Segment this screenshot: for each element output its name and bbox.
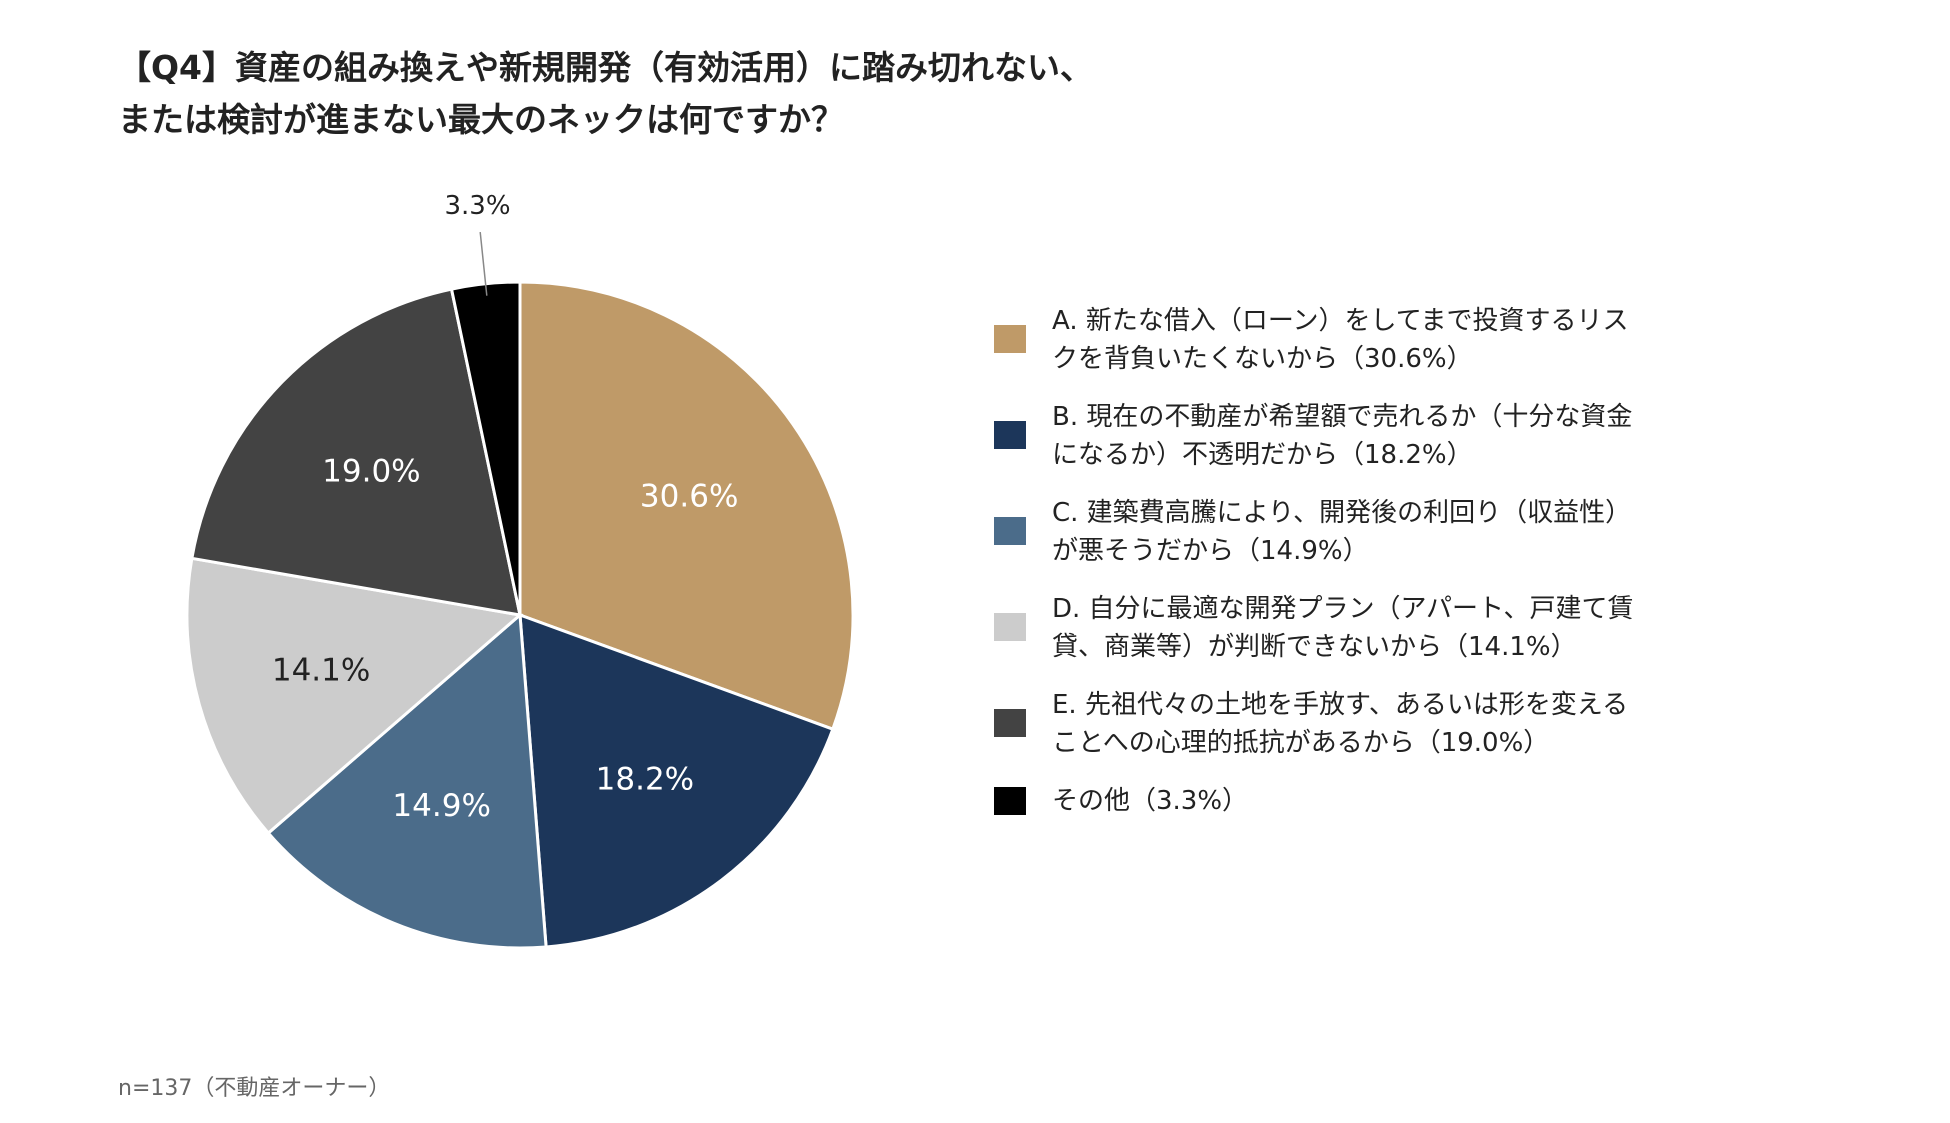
- data-label-e: 19.0%: [322, 454, 420, 490]
- legend-text-other: その他（3.3%）: [1052, 786, 1249, 816]
- legend-swatch-c: [994, 517, 1026, 545]
- legend-swatch-a: [994, 325, 1026, 353]
- legend-text-e-line1: E. 先祖代々の土地を手放す、あるいは形を変える: [1052, 690, 1629, 720]
- data-label-b: 18.2%: [596, 761, 694, 797]
- legend-text-e-line2: ことへの心理的抵抗があるから（19.0%）: [1052, 728, 1550, 758]
- chart-title-line1: 【Q4】資産の組み換えや新規開発（有効活用）に踏み切れない、: [118, 48, 1094, 87]
- legend-text-b-line1: B. 現在の不動産が希望額で売れるか（十分な資金: [1052, 402, 1633, 432]
- chart-title-line2: または検討が進まない最大のネックは何ですか？: [118, 100, 844, 139]
- legend-text-a-line2: クを背負いたくないから（30.6%）: [1052, 344, 1473, 374]
- chart-title: 【Q4】資産の組み換えや新規開発（有効活用）に踏み切れない、 または検討が進まな…: [118, 42, 1318, 146]
- legend-swatch-d: [994, 613, 1026, 641]
- legend-text-c-line2: が悪そうだから（14.9%）: [1052, 536, 1369, 566]
- legend-item-d: D. 自分に最適な開発プラン（アパート、戸建て賃 貸、商業等）が判断できないから…: [994, 590, 1714, 666]
- data-label-other: 3.3%: [444, 191, 510, 221]
- data-label-c: 14.9%: [392, 788, 490, 824]
- legend-text-a-line1: A. 新たな借入（ローン）をしてまで投資するリス: [1052, 306, 1629, 336]
- legend-item-c: C. 建築費高騰により、開発後の利回り（収益性） が悪そうだから（14.9%）: [994, 494, 1714, 570]
- legend-text-c-line1: C. 建築費高騰により、開発後の利回り（収益性）: [1052, 498, 1632, 528]
- legend-text-d-line2: 貸、商業等）が判断できないから（14.1%）: [1052, 632, 1577, 662]
- pie-slice-a: [518, 280, 855, 732]
- legend: A. 新たな借入（ローン）をしてまで投資するリス クを背負いたくないから（30.…: [994, 302, 1714, 840]
- pie-slice-b: [518, 612, 835, 949]
- legend-swatch-e: [994, 709, 1026, 737]
- sample-size-note: n=137（不動産オーナー）: [118, 1076, 391, 1101]
- legend-item-other: その他（3.3%）: [994, 782, 1714, 820]
- legend-text-d-line1: D. 自分に最適な開発プラン（アパート、戸建て賃: [1052, 594, 1634, 624]
- legend-text-b-line2: になるか）不透明だから（18.2%）: [1052, 440, 1473, 470]
- legend-swatch-other: [994, 787, 1026, 815]
- legend-swatch-b: [994, 421, 1026, 449]
- pie-slice-d: [185, 556, 524, 836]
- data-label-a: 30.6%: [640, 479, 738, 515]
- data-label-d: 14.1%: [272, 652, 370, 688]
- legend-item-e: E. 先祖代々の土地を手放す、あるいは形を変える ことへの心理的抵抗があるから（…: [994, 686, 1714, 762]
- pie-slice-c: [266, 611, 548, 950]
- pie-slice-e: [190, 287, 522, 617]
- leader-line-other: [479, 231, 488, 296]
- legend-item-b: B. 現在の不動産が希望額で売れるか（十分な資金 になるか）不透明だから（18.…: [994, 398, 1714, 474]
- legend-item-a: A. 新たな借入（ローン）をしてまで投資するリス クを背負いたくないから（30.…: [994, 302, 1714, 378]
